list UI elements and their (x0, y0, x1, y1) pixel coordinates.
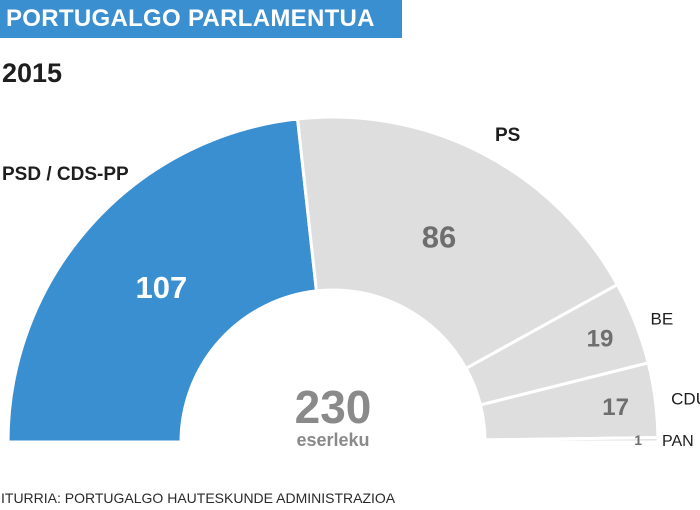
value-label-pan: 1 (634, 432, 642, 448)
value-label-ps: 86 (422, 219, 456, 254)
name-label-psd-cds-pp: PSD / CDS-PP (2, 164, 129, 185)
chart-title: PORTUGALGO PARLAMENTUA (6, 5, 375, 32)
total-seats-value: 230 (295, 381, 372, 433)
title-banner: PORTUGALGO PARLAMENTUA (0, 0, 402, 38)
name-label-cdu: CDU (671, 389, 700, 408)
slice-ps (295, 115, 620, 371)
chart-year: 2015 (2, 58, 63, 88)
slice-psd-cds-pp (6, 117, 319, 444)
name-label-be: BE (651, 309, 674, 328)
name-label-pan: PAN (662, 433, 694, 450)
source-note: ITURRIA: PORTUGALGO HAUTESKUNDE ADMINIST… (1, 490, 396, 506)
chart-labels: 107 PSD / CDS-PP 86 PS 19 BE 17 CDU 1 PAN (2, 125, 700, 450)
total-seats-unit: eserleku (296, 430, 369, 450)
slice-pan (483, 436, 660, 444)
chart-slices (6, 115, 660, 444)
value-label-psd-cds-pp: 107 (135, 270, 187, 305)
value-label-cdu: 17 (602, 394, 629, 421)
value-label-be: 19 (587, 326, 614, 353)
name-label-ps: PS (495, 125, 520, 146)
